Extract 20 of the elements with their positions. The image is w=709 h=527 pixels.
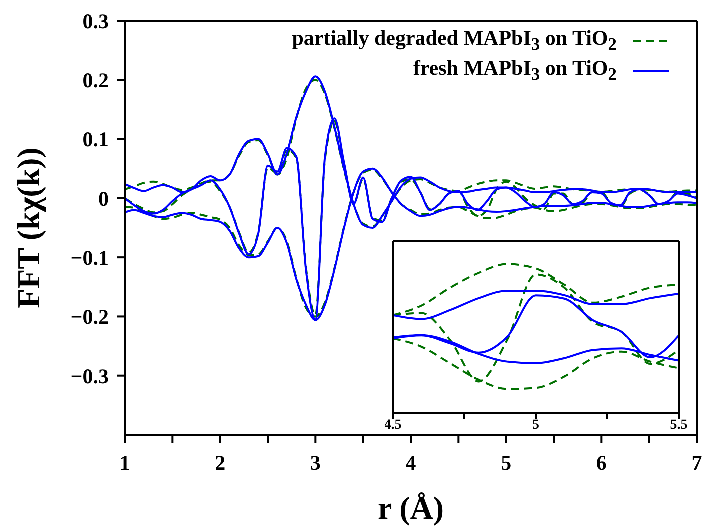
x-axis-title: r (Å) (378, 490, 444, 526)
x-tick-label: 7 (692, 450, 702, 475)
x-tick-label: 5 (501, 450, 512, 475)
x-tick-label: 5.5 (670, 418, 688, 433)
y-tick-label: 0 (98, 186, 109, 211)
y-tick-label: −0.1 (70, 246, 109, 270)
x-tick-label: 1 (120, 450, 130, 475)
x-tick-label: 6 (596, 450, 607, 475)
x-tick-label: 5 (532, 418, 540, 433)
legend-label: partially degraded MAPbI$_{3}$ on TiO$_{2}$ (292, 26, 617, 56)
x-tick-label: 3 (310, 450, 321, 475)
y-axis-title: FFT (kχ(k)) (10, 148, 46, 308)
y-tick-label: 0.2 (82, 68, 109, 93)
legend-label: fresh MAPbI$_{3}$ on TiO$_{2}$ (413, 56, 617, 86)
y-tick-label: 0.3 (82, 9, 109, 34)
x-tick-label: 4 (406, 450, 417, 475)
y-tick-label: 0.1 (82, 128, 109, 152)
x-tick-label: 2 (215, 450, 226, 475)
y-tick-label: −0.3 (70, 364, 109, 388)
y-tick-label: −0.2 (70, 305, 109, 330)
